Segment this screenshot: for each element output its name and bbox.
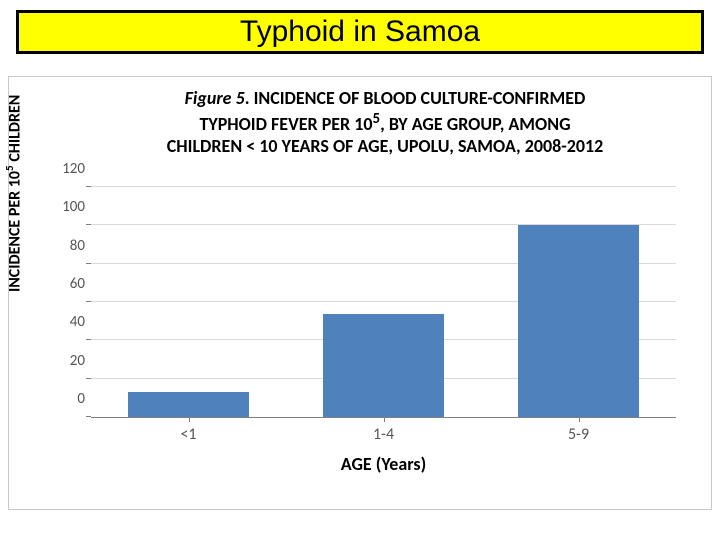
caption-line2-sup: 5: [373, 110, 381, 128]
bar-slot: <1: [91, 187, 286, 417]
y-tick-label: 40: [70, 313, 85, 331]
y-tick-label: 20: [70, 352, 85, 370]
plot-area: 020406080100120 <11-45-9 AGE (Years): [91, 187, 676, 418]
bars-group: <11-45-9: [91, 187, 676, 417]
caption-line1-rest: . INCIDENCE OF BLOOD CULTURE-CONFIRMED: [245, 87, 586, 109]
bar: [518, 225, 639, 417]
y-axis-label-sup: 5: [3, 165, 17, 171]
y-axis-label: INCIDENCE PER 105 CHILDREN: [3, 95, 24, 292]
y-tick-label: 60: [70, 275, 85, 293]
caption-line3: CHILDREN < 10 YEARS OF AGE, UPOLU, SAMOA…: [167, 135, 603, 157]
bar-slot: 1-4: [286, 187, 481, 417]
chart-container: Figure 5. INCIDENCE OF BLOOD CULTURE-CON…: [8, 76, 712, 510]
x-tickmark: [189, 417, 190, 422]
caption-line2-post: , BY AGE GROUP, AMONG: [380, 113, 570, 135]
x-tick-label: 5-9: [481, 425, 676, 444]
slide-title: Typhoid in Samoa: [19, 15, 701, 49]
y-axis-label-post: CHILDREN: [5, 95, 24, 166]
bar: [128, 392, 249, 417]
x-tickmark: [579, 417, 580, 422]
x-axis-label: AGE (Years): [91, 453, 676, 475]
bar-slot: 5-9: [481, 187, 676, 417]
y-axis-label-pre: INCIDENCE PER 10: [5, 171, 24, 292]
x-tickmark: [384, 417, 385, 422]
caption-line2-pre: TYPHOID FEVER PER 10: [199, 113, 372, 135]
x-tick-label: <1: [91, 425, 286, 444]
figure-caption: Figure 5. INCIDENCE OF BLOOD CULTURE-CON…: [89, 87, 681, 158]
y-tick-label: 0: [77, 390, 85, 408]
slide-title-banner: Typhoid in Samoa: [16, 10, 704, 54]
x-tick-label: 1-4: [286, 425, 481, 444]
y-tick-label: 100: [62, 198, 85, 216]
bar: [323, 314, 444, 418]
figure-number: Figure 5: [185, 87, 245, 109]
y-tick-label: 80: [70, 237, 85, 255]
y-tick-label: 120: [62, 160, 85, 178]
